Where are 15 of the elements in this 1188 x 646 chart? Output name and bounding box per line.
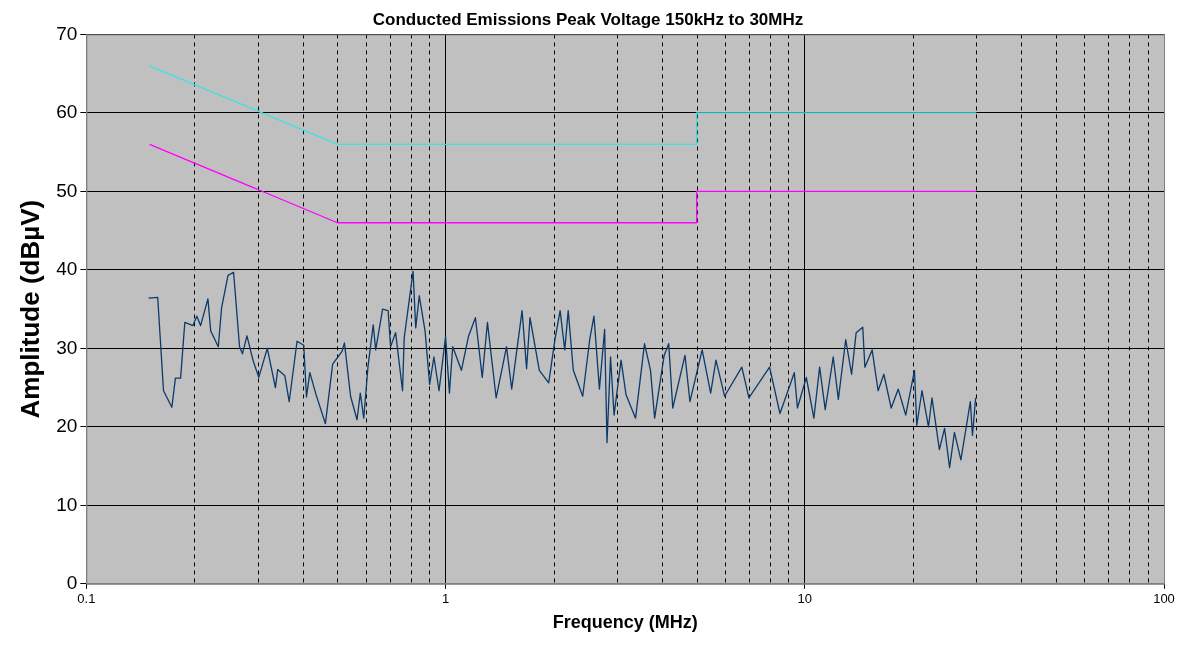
y-tick-label: 10 <box>56 493 78 515</box>
x-tick-label: 100 <box>1153 591 1175 607</box>
x-tick-label: 0.1 <box>77 591 96 607</box>
chart-title: Conducted Emissions Peak Voltage 150kHz to 30MHz <box>372 9 804 29</box>
y-tick-label: 0 <box>66 572 78 594</box>
y-tick-label: 40 <box>56 258 78 280</box>
y-tick-label: 50 <box>56 179 78 201</box>
x-tick-label: 1 <box>441 591 450 607</box>
y-tick-label: 60 <box>56 101 78 123</box>
y-tick-label: 70 <box>56 22 78 44</box>
y-axis-title: Amplitude (dBµV) <box>14 199 45 419</box>
y-tick-label: 20 <box>56 415 78 437</box>
x-axis-title: Frequency (MHz) <box>552 612 698 633</box>
x-tick-label: 10 <box>797 591 813 607</box>
y-tick-label: 30 <box>56 336 78 358</box>
